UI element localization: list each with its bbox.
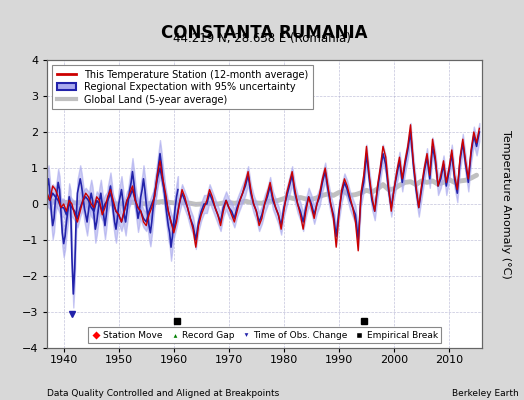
Legend: Station Move, Record Gap, Time of Obs. Change, Empirical Break: Station Move, Record Gap, Time of Obs. C… (88, 327, 441, 344)
Y-axis label: Temperature Anomaly (°C): Temperature Anomaly (°C) (501, 130, 511, 278)
Text: Data Quality Controlled and Aligned at Breakpoints: Data Quality Controlled and Aligned at B… (47, 389, 279, 398)
Title: CONSTANTA RUMANIA: CONSTANTA RUMANIA (161, 24, 368, 42)
Text: 44.219 N, 28.638 E (Romania): 44.219 N, 28.638 E (Romania) (173, 32, 351, 45)
Text: Berkeley Earth: Berkeley Earth (452, 389, 519, 398)
